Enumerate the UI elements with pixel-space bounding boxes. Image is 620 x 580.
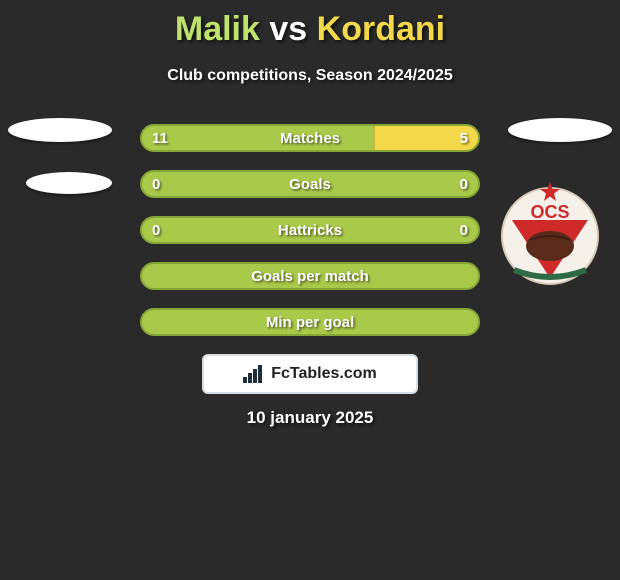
player2-avatar [508, 118, 612, 172]
page-title: Malik vs Kordani [0, 0, 620, 49]
player2-name: Kordani [317, 10, 445, 48]
bar-row: Min per goal [140, 308, 480, 336]
bar-label: Matches [140, 124, 480, 152]
bar-label: Min per goal [140, 308, 480, 336]
bar-row: 00Goals [140, 170, 480, 198]
vs-text: vs [269, 10, 307, 48]
bar-label: Goals [140, 170, 480, 198]
brand-box[interactable]: FcTables.com [202, 354, 418, 394]
bar-label: Goals per match [140, 262, 480, 290]
avatar-ellipse [8, 118, 112, 142]
avatar-ellipse [508, 118, 612, 142]
bar-label: Hattricks [140, 216, 480, 244]
club-logo: OCS [500, 178, 600, 286]
avatar-ellipse [26, 172, 112, 194]
brand-text: FcTables.com [271, 365, 377, 383]
bars-icon [243, 365, 265, 383]
bar-row: 115Matches [140, 124, 480, 152]
player1-avatar [8, 118, 112, 224]
comparison-bars: 115Matches 00Goals 00Hattricks Goals per ma… [140, 124, 480, 354]
bar-row: Goals per match [140, 262, 480, 290]
bar-row: 00Hattricks [140, 216, 480, 244]
player1-name: Malik [175, 10, 260, 48]
date-text: 10 january 2025 [0, 408, 620, 428]
svg-text:OCS: OCS [530, 202, 569, 222]
subtitle: Club competitions, Season 2024/2025 [0, 67, 620, 85]
